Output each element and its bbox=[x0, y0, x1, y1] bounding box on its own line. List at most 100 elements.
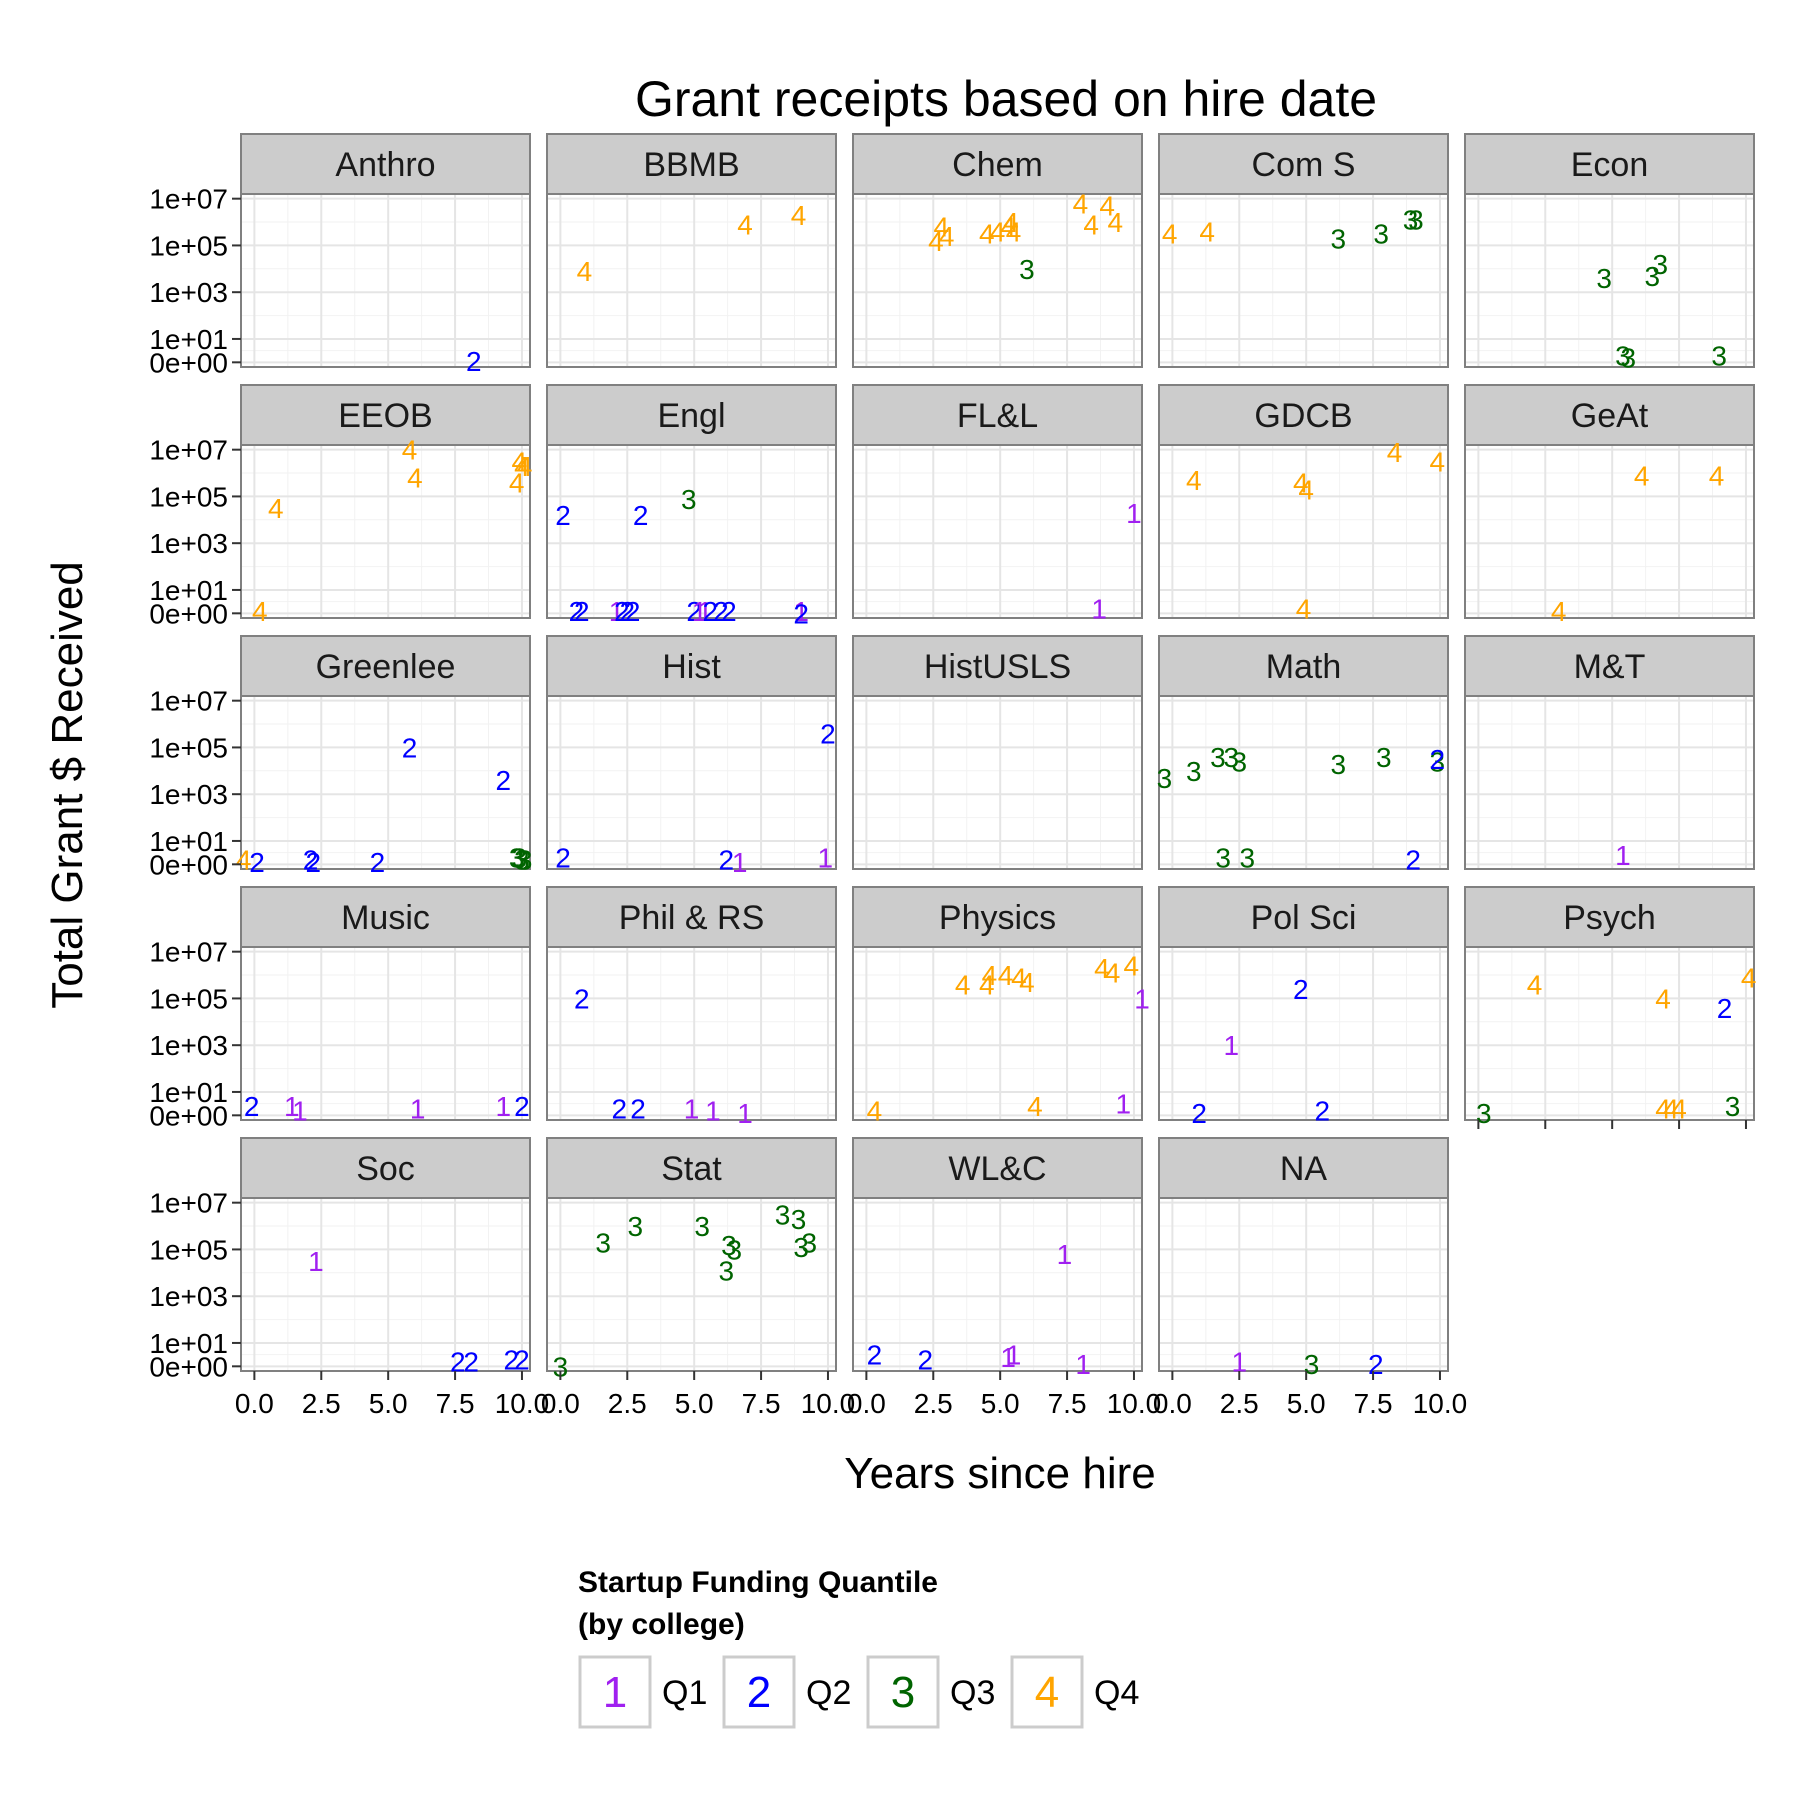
y-tick-label: 0e+00 bbox=[149, 1100, 228, 1131]
data-point: 2 bbox=[1717, 993, 1733, 1024]
y-tick-label: 1e+03 bbox=[149, 528, 228, 559]
x-tick-label: 5.0 bbox=[675, 1388, 714, 1419]
data-point: 4 bbox=[998, 960, 1014, 991]
data-point: 3 bbox=[595, 1227, 611, 1258]
data-point: 2 bbox=[303, 845, 319, 876]
data-point: 4 bbox=[939, 221, 955, 252]
facet-strip bbox=[1158, 384, 1449, 446]
facet-strip-label: Pol Sci bbox=[1251, 899, 1357, 937]
chart-title: Grant receipts based on hire date bbox=[635, 71, 1377, 127]
data-point: 4 bbox=[1551, 596, 1567, 627]
facet-plot-area bbox=[853, 696, 1142, 869]
y-tick-label: 1e+07 bbox=[149, 1188, 228, 1219]
data-point: 2 bbox=[495, 765, 511, 796]
data-point: 4 bbox=[934, 212, 950, 243]
facet-plot-area bbox=[853, 445, 1142, 618]
y-tick-label: 0e+00 bbox=[149, 347, 228, 378]
x-tick-label: 5.0 bbox=[1287, 1388, 1326, 1419]
data-point: 4 bbox=[252, 596, 268, 627]
data-point: 4 bbox=[512, 446, 528, 477]
data-point: 4 bbox=[1019, 967, 1035, 998]
facet-border bbox=[852, 444, 1143, 619]
data-point: 4 bbox=[1671, 1093, 1687, 1124]
facet-plot-area bbox=[241, 445, 530, 618]
facet-anthro: Anthro 2 bbox=[240, 133, 531, 377]
data-point: 1 bbox=[1115, 1089, 1131, 1120]
facet-strip-label: WL&C bbox=[948, 1150, 1046, 1188]
facet-plot-area bbox=[241, 194, 530, 367]
data-point: 1 bbox=[692, 596, 708, 627]
legend-label: Q2 bbox=[806, 1674, 851, 1712]
facet-strip-label: HistUSLS bbox=[924, 648, 1071, 686]
facet-border bbox=[1158, 695, 1449, 870]
facet-plot-area bbox=[1159, 947, 1448, 1120]
data-point: 4 bbox=[1655, 983, 1671, 1014]
legend-key-glyph: 3 bbox=[891, 1668, 915, 1717]
data-point: 4 bbox=[1293, 467, 1309, 498]
data-point: 4 bbox=[1107, 207, 1123, 238]
facet-plot-area bbox=[1465, 696, 1754, 869]
data-point: 3 bbox=[1653, 249, 1669, 280]
data-point: 3 bbox=[1330, 223, 1346, 254]
facet-border bbox=[546, 193, 837, 368]
facet-strip bbox=[852, 384, 1143, 446]
facet-strip-label: Stat bbox=[661, 1150, 722, 1188]
data-point: 1 bbox=[609, 596, 625, 627]
facet-strip-label: Engl bbox=[657, 397, 725, 435]
data-point: 2 bbox=[574, 983, 590, 1014]
y-tick-label: 1e+05 bbox=[149, 732, 228, 763]
y-tick-label: 1e+01 bbox=[149, 1328, 228, 1359]
facet-strip bbox=[240, 133, 531, 195]
data-point: 4 bbox=[1296, 594, 1312, 625]
data-point: 3 bbox=[1376, 742, 1392, 773]
data-point: 4 bbox=[577, 256, 593, 287]
data-point: 1 bbox=[1006, 1340, 1022, 1371]
data-point: 1 bbox=[705, 1096, 721, 1127]
x-tick-label: 2.5 bbox=[302, 1388, 341, 1419]
data-point: 2 bbox=[249, 847, 265, 878]
data-point: 2 bbox=[1430, 744, 1446, 775]
facet-strip-label: Greenlee bbox=[316, 648, 456, 686]
facet-plot-area bbox=[1159, 696, 1448, 869]
facet-strip bbox=[1464, 635, 1755, 697]
facet-strip-label: EEOB bbox=[338, 397, 432, 435]
data-point: 1 bbox=[308, 1246, 324, 1277]
y-tick-label: 1e+03 bbox=[149, 779, 228, 810]
facet-strip-label: GeAt bbox=[1571, 397, 1649, 435]
data-point: 3 bbox=[793, 1232, 809, 1263]
data-point: 2 bbox=[614, 596, 630, 627]
legend-label: Q4 bbox=[1094, 1674, 1139, 1712]
data-point: 2 bbox=[555, 842, 571, 873]
data-point: 2 bbox=[1191, 1098, 1207, 1129]
x-axis: 0.0 2.5 5.0 7.5 10.00.0 2.5 5.0 7.5 10.00.0 2.5 5.… bbox=[235, 1120, 1747, 1419]
data-point: 4 bbox=[791, 200, 807, 231]
facet-border bbox=[1158, 444, 1449, 619]
data-point: 4 bbox=[1199, 216, 1215, 247]
x-tick-label: 0.0 bbox=[235, 1388, 274, 1419]
facet-border bbox=[546, 1197, 837, 1372]
data-point: 2 bbox=[619, 596, 635, 627]
data-point: 2 bbox=[718, 845, 734, 876]
data-point: 1 bbox=[410, 1093, 426, 1124]
data-point: 2 bbox=[820, 718, 836, 749]
data-point: 4 bbox=[979, 219, 995, 250]
data-point: 3 bbox=[1240, 842, 1256, 873]
facet-strip-label: Anthro bbox=[335, 146, 435, 184]
data-point: 3 bbox=[553, 1351, 569, 1382]
data-point: 3 bbox=[1596, 263, 1612, 294]
data-point: 3 bbox=[517, 845, 533, 876]
data-point: 2 bbox=[555, 500, 571, 531]
facet-plot-area bbox=[241, 696, 530, 869]
data-point: 2 bbox=[574, 596, 590, 627]
data-point: 2 bbox=[917, 1344, 933, 1375]
facet-m-t: M&T 1 bbox=[1464, 635, 1755, 871]
facet-na: NA 1 3 2 bbox=[1158, 1137, 1449, 1380]
